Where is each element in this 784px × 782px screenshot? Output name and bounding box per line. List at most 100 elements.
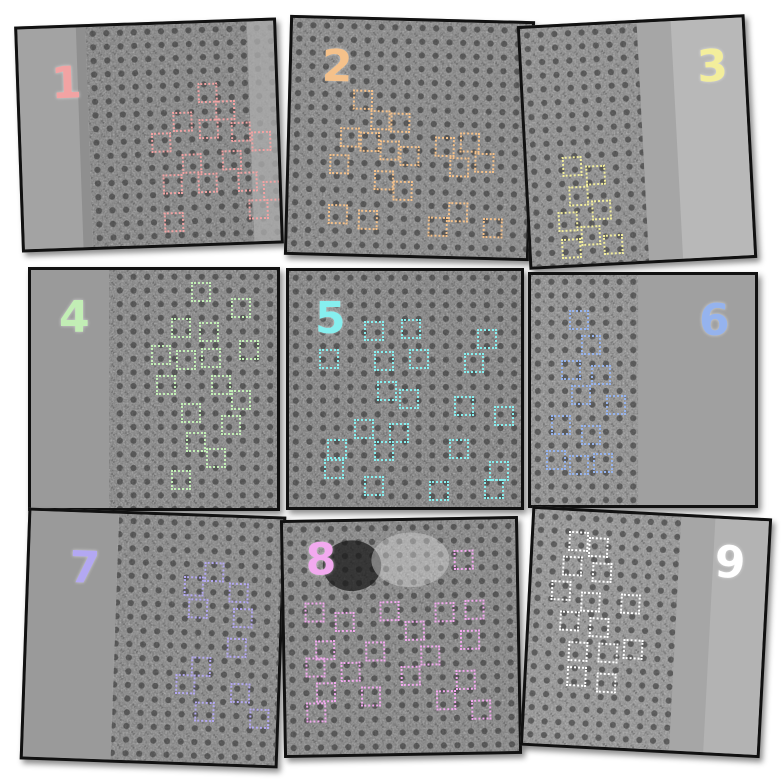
- tomogram-panel-4: 4: [28, 267, 280, 511]
- panel-number: 6: [699, 295, 730, 346]
- particle-box: [262, 180, 284, 202]
- tomogram-panel-5: 5: [286, 268, 524, 510]
- particle-box: [459, 132, 481, 153]
- particle-box: [228, 582, 249, 604]
- particle-box: [229, 682, 251, 704]
- particle-box: [567, 640, 589, 662]
- particle-box: [191, 282, 211, 302]
- particle-box: [550, 579, 572, 602]
- particle-box: [448, 157, 470, 178]
- panel-number: 7: [68, 542, 101, 595]
- particle-box: [377, 381, 397, 401]
- particle-box: [561, 360, 581, 380]
- tomogram-panel-2: 2: [283, 14, 536, 262]
- particle-box: [455, 669, 476, 691]
- particle-box: [231, 390, 251, 410]
- particle-box: [494, 406, 514, 426]
- particle-box: [427, 216, 448, 238]
- panel-number: 2: [321, 40, 354, 93]
- particle-box: [454, 396, 474, 416]
- particle-box: [172, 111, 193, 133]
- particle-box: [183, 576, 205, 597]
- particle-box: [374, 441, 394, 461]
- particle-box: [175, 673, 196, 695]
- particle-boxes: [289, 271, 521, 507]
- particle-boxes: [531, 275, 755, 505]
- particle-box: [561, 555, 583, 577]
- panel-number: 5: [315, 293, 346, 344]
- particle-box: [248, 198, 269, 220]
- particle-box: [409, 349, 429, 369]
- particle-box: [352, 89, 374, 111]
- panel-number: 4: [59, 292, 90, 343]
- particle-box: [206, 448, 226, 468]
- particle-box: [579, 591, 602, 613]
- particle-box: [329, 153, 350, 175]
- particle-box: [324, 459, 344, 479]
- particle-box: [181, 153, 203, 174]
- particle-box: [449, 439, 469, 459]
- particle-box: [602, 233, 624, 255]
- particle-box: [364, 321, 384, 341]
- particle-box: [561, 155, 583, 177]
- particle-box: [585, 164, 607, 186]
- particle-box: [566, 665, 588, 687]
- particle-box: [420, 645, 441, 666]
- particle-box: [365, 641, 386, 662]
- particle-box: [163, 211, 185, 233]
- particle-box: [211, 375, 231, 395]
- particle-box: [232, 607, 254, 629]
- tomogram-panel-1: 1: [14, 17, 284, 253]
- particle-box: [557, 211, 579, 233]
- panel-number: 9: [713, 536, 747, 590]
- particle-box: [364, 476, 384, 496]
- particle-box: [171, 318, 191, 338]
- particle-box: [357, 209, 379, 231]
- particle-box: [359, 131, 381, 153]
- particle-box: [199, 322, 219, 342]
- tomogram-panel-8: 8: [279, 515, 523, 759]
- particle-box: [447, 202, 469, 223]
- particle-box: [198, 118, 220, 140]
- particle-box: [597, 642, 619, 664]
- particle-box: [360, 686, 382, 707]
- particle-box: [392, 180, 413, 202]
- particle-box: [587, 536, 609, 558]
- particle-box: [551, 415, 571, 435]
- particle-box: [401, 319, 421, 339]
- particle-box: [226, 637, 248, 659]
- panel-number: 3: [695, 40, 730, 93]
- particle-box: [590, 199, 613, 221]
- particle-box: [568, 530, 590, 552]
- particle-box: [230, 121, 252, 143]
- tomogram-panel-7: 7: [19, 507, 287, 769]
- particle-box: [581, 335, 601, 355]
- particle-box: [622, 638, 644, 660]
- particle-box: [591, 365, 611, 385]
- particle-box: [434, 602, 455, 623]
- tomogram-panel-3: 3: [516, 14, 758, 270]
- particle-box: [619, 593, 641, 615]
- particle-box: [315, 682, 337, 703]
- particle-box: [197, 172, 219, 194]
- particle-box: [464, 353, 484, 373]
- particle-box: [484, 479, 504, 499]
- particle-box: [194, 701, 215, 723]
- tomogram-image: [282, 518, 520, 756]
- particle-box: [379, 601, 400, 622]
- particle-box: [474, 152, 495, 174]
- particle-box: [339, 127, 361, 148]
- particle-box: [580, 225, 602, 247]
- particle-box: [374, 351, 394, 371]
- particle-box: [571, 385, 591, 405]
- particle-box: [304, 602, 325, 623]
- particle-box: [588, 617, 610, 639]
- particle-boxes: [17, 21, 284, 250]
- panel-number: 8: [305, 534, 337, 586]
- particle-box: [319, 349, 339, 369]
- particle-boxes: [23, 511, 283, 766]
- particle-box: [390, 112, 411, 134]
- particle-box: [404, 620, 426, 641]
- particle-box: [327, 203, 349, 225]
- particle-box: [187, 598, 209, 619]
